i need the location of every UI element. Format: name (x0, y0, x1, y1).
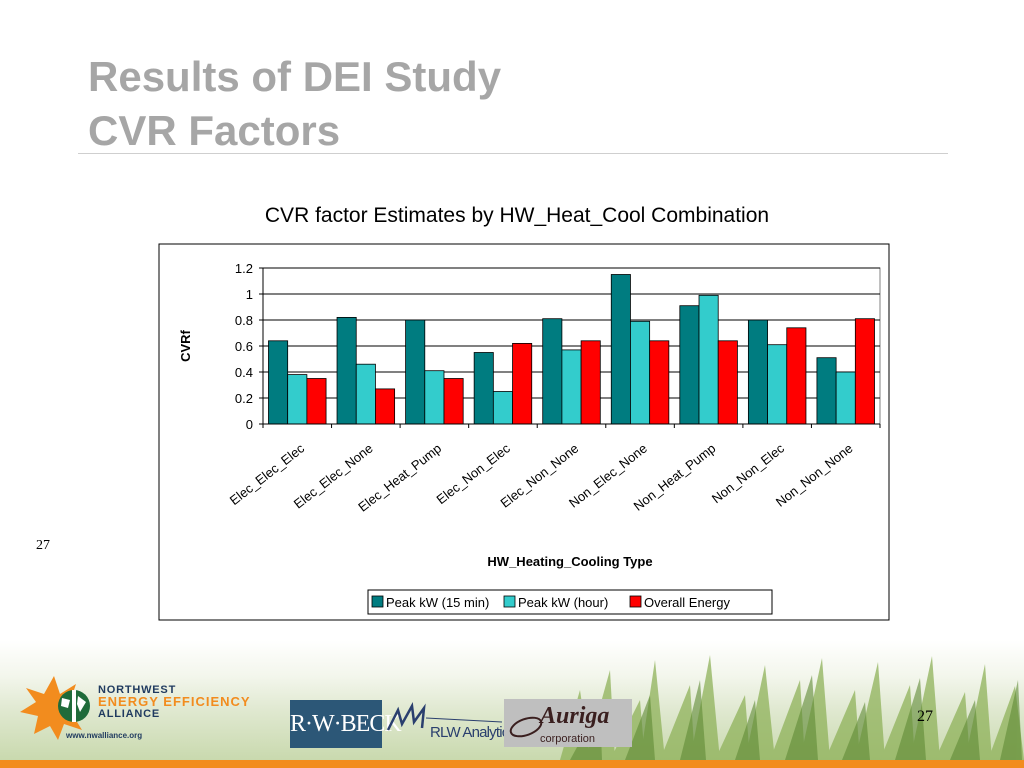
legend-swatch (629, 595, 642, 608)
y-tick-label: 0 (246, 417, 253, 432)
rlw-analytics-wordmark: RLW Analytics (430, 724, 516, 741)
bar (268, 340, 289, 425)
rlw-analytics-logo (386, 702, 503, 731)
nw-alliance-url: www.nwalliance.org (66, 731, 143, 740)
bar (816, 357, 837, 425)
title-divider (78, 153, 948, 154)
y-tick-label: 0.4 (235, 365, 253, 380)
bar (512, 342, 533, 425)
legend-label: Overall Energy (644, 595, 730, 610)
x-axis-label: HW_Heating_Cooling Type (487, 554, 652, 569)
legend-swatch (371, 595, 384, 608)
bar (443, 378, 464, 425)
bar (679, 305, 700, 425)
auriga-logo (504, 699, 632, 747)
y-tick-label: 1.2 (235, 261, 253, 276)
slide-title-line-1: Results of DEI Study (88, 53, 502, 100)
footer-orange-bar (0, 760, 1024, 768)
globe-icon (58, 690, 90, 722)
bar-series (268, 274, 875, 425)
legend-box (367, 589, 773, 615)
legend-label: Peak kW (15 min) (386, 595, 489, 610)
bar (424, 370, 445, 425)
bar (561, 349, 582, 425)
y-tick-label: 1 (246, 287, 253, 302)
y-axis-label: CVRf (178, 329, 193, 361)
bar (306, 378, 327, 425)
bar (405, 319, 426, 425)
bar (698, 294, 719, 425)
bar (649, 340, 670, 425)
auriga-subtitle: corporation (540, 733, 596, 745)
bar (336, 316, 357, 425)
nw-alliance-logo (20, 676, 90, 740)
bar (355, 363, 376, 425)
slide-title: Results of DEI Study CVR Factors (88, 50, 501, 158)
bar (473, 352, 494, 425)
bar (786, 327, 807, 425)
bar (717, 340, 738, 425)
legend-swatch (503, 595, 516, 608)
y-tick-label: 0.2 (235, 391, 253, 406)
auriga-wordmark: Auriga (540, 703, 610, 729)
bar (854, 318, 875, 425)
slide-title-line-2: CVR Factors (88, 107, 341, 154)
bar (287, 374, 308, 425)
slide-number-right: 27 (917, 708, 933, 725)
chart-title: CVR factor Estimates by HW_Heat_Cool Com… (264, 204, 770, 227)
grass-image (560, 655, 1024, 760)
bar (747, 319, 768, 425)
bar (492, 391, 513, 425)
bar (767, 344, 788, 425)
bar (630, 320, 651, 425)
y-tick-label: 0.8 (235, 313, 253, 328)
auriga-swoosh-icon (509, 716, 543, 738)
y-tick-label: 0.6 (235, 339, 253, 354)
bar-chart: 1.210.80.60.40.20Elec_Elec_ElecElec_Elec… (158, 243, 890, 621)
bar (610, 274, 631, 425)
bar (375, 388, 396, 425)
rwbeck-logo: R·W·BECK (290, 700, 402, 748)
slide-number-left: 27 (36, 538, 50, 553)
nw-alliance-wordmark: NORTHWEST ENERGY EFFICIENCY ALLIANCE (98, 684, 251, 720)
legend: Peak kW (15 min) Peak kW (hour) Overall En… (367, 589, 773, 615)
legend-entries: Peak kW (15 min) Peak kW (hour) Overall En… (371, 595, 730, 610)
bar (580, 340, 601, 425)
bar (835, 371, 856, 425)
legend-label: Peak kW (hour) (518, 595, 608, 610)
bar (542, 318, 563, 425)
